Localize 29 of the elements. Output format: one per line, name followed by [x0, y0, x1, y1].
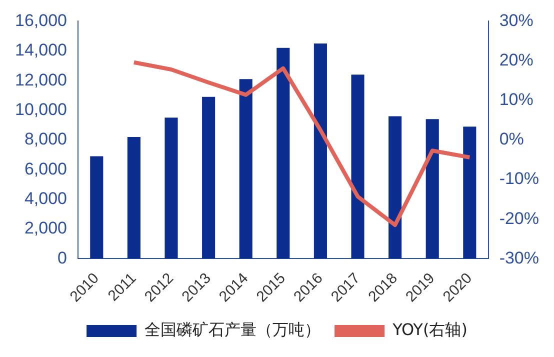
bar: [388, 116, 402, 259]
bar: [90, 156, 104, 259]
y-tick-label: 0: [58, 248, 67, 268]
y2-tick-label: -20%: [499, 208, 539, 228]
y2-tick-label: 30%: [499, 10, 534, 30]
y-tick-label: 2,000: [24, 218, 67, 238]
y-tick-label: 16,000: [14, 10, 67, 30]
bar: [127, 136, 140, 259]
bar: [351, 74, 364, 259]
bar: [314, 43, 327, 259]
bar: [239, 79, 252, 259]
y-tick-label: 4,000: [24, 188, 67, 208]
y2-tick-label: 10%: [499, 90, 534, 110]
bar: [276, 48, 290, 259]
legend-label: YOY(右轴): [392, 320, 468, 340]
y2-tick-label: 0%: [499, 130, 524, 149]
y-tick-label: 8,000: [24, 130, 67, 149]
y-tick-label: 14,000: [14, 40, 67, 60]
y-tick-label: 10,000: [14, 100, 67, 119]
y2-tick-label: 20%: [499, 50, 534, 70]
legend-label: 全国磷矿石产量（万吨）: [144, 320, 321, 340]
bar: [426, 119, 439, 259]
y2-tick-label: -10%: [499, 169, 539, 188]
y-tick-label: 6,000: [24, 159, 67, 178]
bar: [463, 126, 476, 259]
y-tick-label: 12,000: [14, 70, 67, 90]
bar: [202, 96, 216, 259]
y2-tick-label: -30%: [499, 248, 539, 268]
bar: [164, 118, 178, 259]
